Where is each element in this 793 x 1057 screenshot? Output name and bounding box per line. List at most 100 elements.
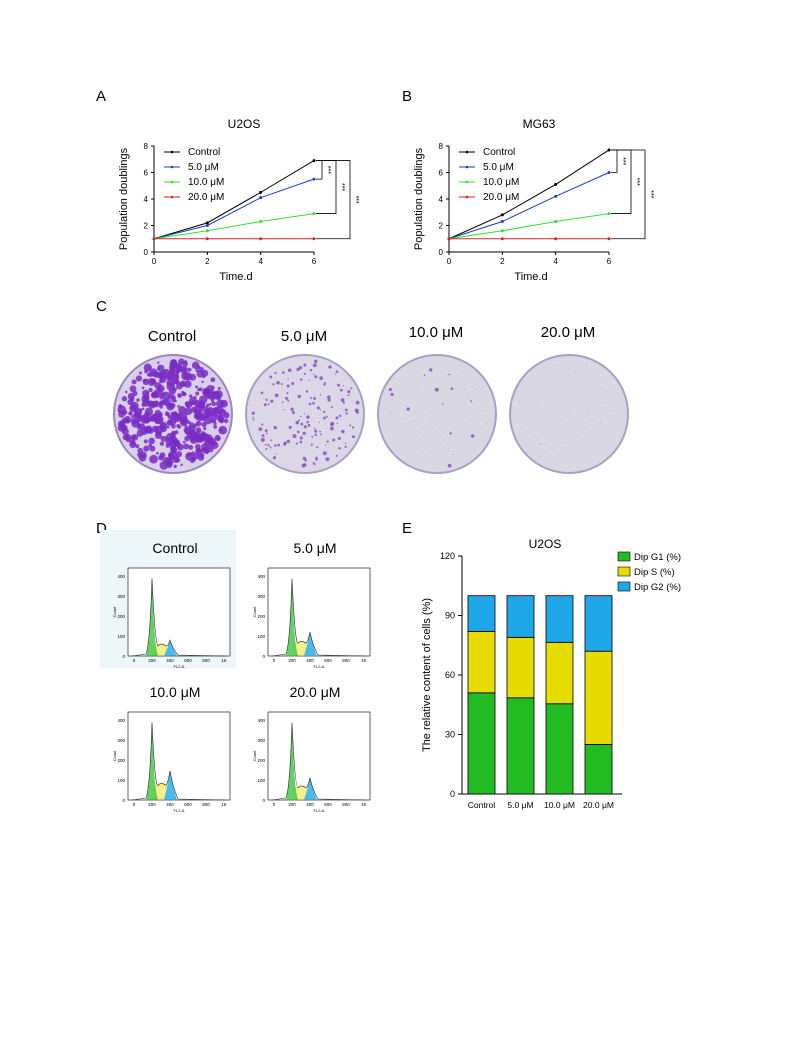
colony	[332, 438, 336, 442]
speck	[418, 389, 420, 391]
colony	[159, 461, 169, 470]
colony	[130, 417, 138, 425]
speck	[421, 452, 423, 454]
colony	[160, 435, 167, 442]
colony	[136, 398, 140, 402]
colony	[176, 424, 180, 428]
speck	[527, 438, 529, 440]
histogram-title: Control	[152, 540, 198, 556]
bar-segment	[467, 630, 496, 694]
colony	[143, 363, 152, 372]
speck	[569, 409, 571, 411]
colony	[340, 398, 345, 402]
colony	[215, 406, 224, 415]
speck	[569, 411, 571, 413]
g1-peak	[146, 578, 158, 656]
histogram-title: 10.0 μM	[149, 684, 201, 700]
culture-dish	[509, 354, 629, 474]
colony	[252, 416, 255, 419]
colony	[315, 456, 318, 459]
colony	[183, 443, 190, 450]
speck	[414, 419, 416, 421]
x-tick-label: 800	[202, 658, 210, 663]
legend-marker	[465, 165, 469, 169]
y-tick-label: 100	[257, 634, 265, 639]
culture-dish	[113, 354, 233, 474]
panel-label-a: A	[96, 88, 107, 105]
speck	[588, 419, 590, 421]
speck	[606, 391, 608, 393]
y-tick-label: 300	[257, 594, 265, 599]
colony	[269, 375, 273, 379]
data-point	[447, 237, 451, 241]
colony	[210, 441, 219, 450]
colony	[287, 368, 292, 373]
colony	[118, 404, 123, 409]
speck	[541, 443, 543, 445]
colony	[173, 438, 178, 444]
colony-dish-row: Control 5.0 μM 10.0 μM 20.0 μM	[110, 322, 650, 482]
legend-swatch	[617, 551, 631, 562]
legend-swatch	[617, 566, 631, 577]
colony	[154, 425, 164, 435]
colony	[168, 388, 176, 396]
data-point	[607, 212, 611, 216]
colony	[130, 439, 136, 445]
culture-dish	[377, 354, 497, 474]
colony	[131, 414, 135, 419]
colony	[196, 413, 205, 422]
speck	[559, 377, 561, 379]
colony	[322, 451, 327, 456]
colony	[287, 378, 289, 380]
colony	[277, 443, 281, 447]
x-tick-label: 600	[324, 802, 332, 807]
y-tick-label: 100	[117, 634, 125, 639]
y-axis-label: Population doublings	[413, 147, 425, 250]
speck	[556, 407, 558, 409]
colony	[183, 360, 188, 364]
bar-segment	[467, 595, 496, 632]
colony	[208, 408, 211, 411]
y-tick-label: 400	[257, 718, 265, 723]
colony	[209, 402, 212, 406]
colony	[127, 399, 134, 405]
colony	[197, 435, 205, 443]
data-point	[607, 171, 611, 174]
data-point	[554, 194, 558, 198]
colony	[213, 422, 217, 426]
colony	[148, 365, 152, 370]
colony	[136, 425, 142, 431]
colony	[347, 390, 351, 394]
x-tick-label: 600	[184, 658, 192, 663]
dish-label: Control	[147, 328, 197, 345]
legend-label: 5.0 μM	[188, 162, 219, 173]
colony	[121, 396, 128, 402]
colony	[191, 361, 200, 370]
g1-peak	[286, 578, 298, 656]
x-tick-label: 2	[205, 257, 210, 266]
colony	[143, 439, 148, 444]
colony	[141, 386, 145, 390]
x-tick-label: 0	[273, 658, 276, 663]
speck	[486, 422, 488, 424]
y-tick-label: 8	[144, 142, 149, 151]
speck	[452, 456, 454, 458]
speck	[539, 443, 541, 445]
y-tick-label: 2	[144, 222, 149, 231]
colony	[215, 399, 225, 408]
x-tick-label: 2	[500, 257, 505, 266]
x-tick-label: 0	[447, 257, 452, 266]
speck	[558, 454, 560, 456]
colony	[306, 415, 310, 419]
legend-swatch	[617, 581, 631, 592]
y-tick-label: 120	[440, 551, 455, 561]
legend-marker	[170, 180, 174, 184]
colony	[447, 463, 452, 468]
speck	[409, 421, 411, 423]
x-tick-label: 1K	[361, 802, 367, 807]
series-line	[448, 213, 610, 240]
colony	[276, 380, 280, 385]
y-tick-label: 200	[117, 614, 125, 619]
colony	[201, 406, 209, 414]
colony	[342, 385, 345, 387]
